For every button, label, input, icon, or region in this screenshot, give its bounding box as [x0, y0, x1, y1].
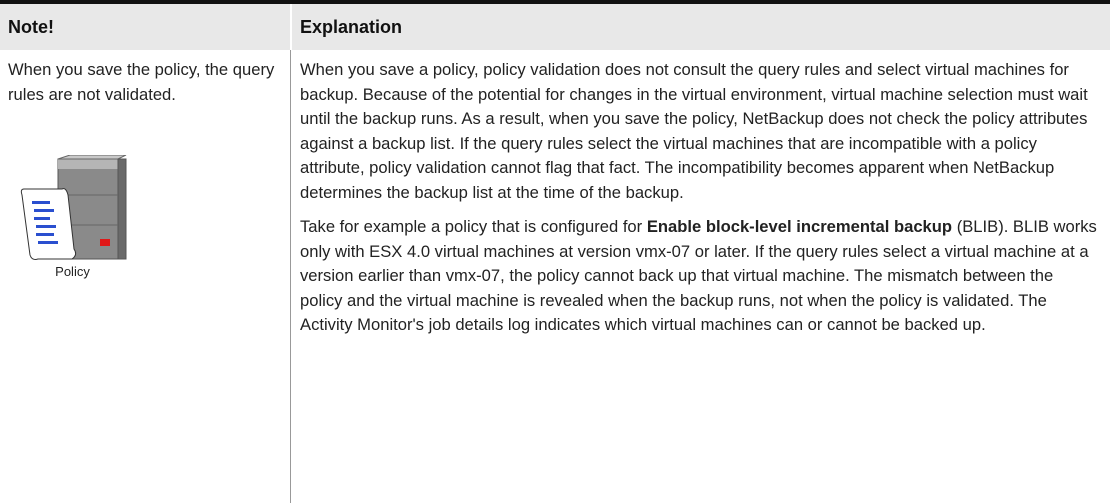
- header-cell: Note!: [8, 17, 54, 37]
- explanation-cell: When you save a policy, policy validatio…: [300, 58, 1100, 348]
- header-cell: Explanation: [300, 17, 403, 37]
- text-run: When you save a policy, policy validatio…: [300, 60, 1088, 202]
- text-run: Take for example a policy that is config…: [300, 217, 647, 236]
- policy-icon: [20, 155, 127, 260]
- icon-caption: Policy: [55, 264, 90, 279]
- note-text: When you save the policy, the query rule…: [8, 60, 275, 104]
- column-divider: [290, 50, 291, 503]
- note-cell: When you save the policy, the query rule…: [8, 58, 288, 107]
- column-divider: [290, 4, 292, 50]
- text-run: (BLIB). BLIB works only with ESX 4.0 vir…: [300, 217, 1097, 334]
- table-header: Note! Explanation: [0, 0, 1110, 50]
- explanation-paragraph: Take for example a policy that is config…: [300, 215, 1100, 338]
- bold-text: Enable block-level incremental backup: [646, 217, 953, 236]
- explanation-paragraph: When you save a policy, policy validatio…: [300, 58, 1100, 205]
